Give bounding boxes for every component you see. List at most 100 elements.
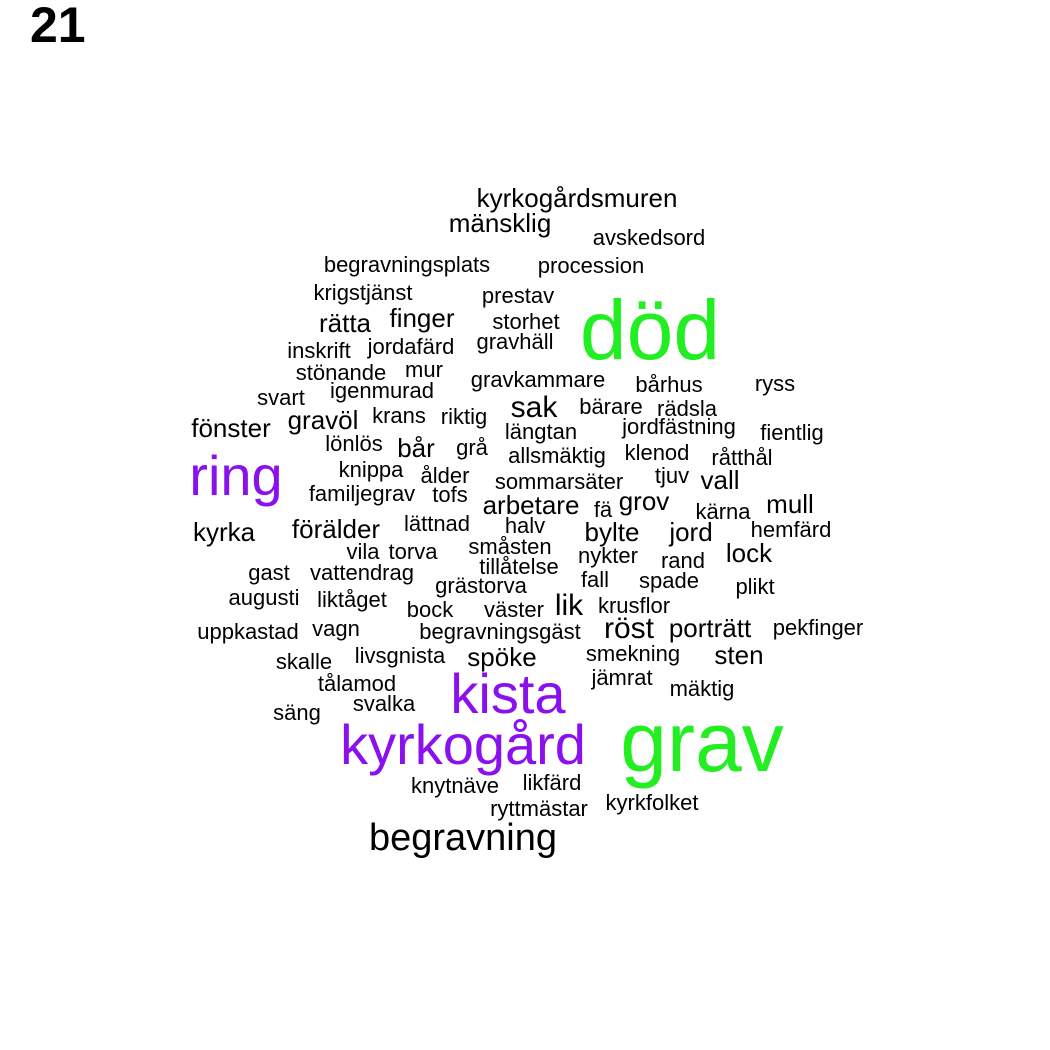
word-kyrkogardsmuren: kyrkogårdsmuren — [476, 183, 678, 213]
word-jordfastning: jordfästning — [622, 414, 736, 439]
word-uppkastad: uppkastad — [197, 619, 299, 644]
word-spade: spade — [639, 568, 699, 593]
word-vattendrag: vattendrag — [310, 560, 414, 585]
word-mansklig: mänsklig — [448, 208, 552, 238]
word-tillatelse: tillåtelse — [479, 554, 559, 579]
word-torva: torva — [388, 539, 438, 564]
word-riktig: riktig — [440, 404, 488, 429]
word-kyrkogard: kyrkogård — [340, 713, 586, 776]
word-sang: säng — [273, 700, 321, 725]
word-klenod: klenod — [624, 440, 690, 465]
word-procession: procession — [537, 253, 645, 278]
word-gra: grå — [456, 435, 488, 460]
word-halv: halv — [504, 513, 546, 538]
word-jord: jord — [669, 517, 713, 547]
word-ryss: ryss — [754, 371, 796, 396]
word-barare: bärare — [579, 394, 643, 419]
word-fa: fä — [593, 497, 613, 522]
word-jamrat: jämrat — [591, 665, 653, 690]
word-fonster: fönster — [191, 413, 271, 443]
word-begravningsgast: begravningsgäst — [419, 619, 581, 644]
word-ring: ring — [189, 444, 283, 507]
word-likfard: likfärd — [522, 770, 582, 795]
word-krigstjanst: krigstjänst — [313, 280, 413, 305]
word-lik: lik — [554, 589, 584, 622]
word-grov: grov — [618, 486, 670, 516]
word-gast: gast — [248, 560, 290, 585]
word-knytnave: knytnäve — [410, 773, 500, 798]
word-fall: fall — [580, 567, 610, 592]
word-kyrkfolket: kyrkfolket — [605, 790, 699, 815]
word-svalka: svalka — [352, 691, 416, 716]
word-rand: rand — [660, 548, 706, 573]
word-dod: död — [579, 283, 721, 377]
word-krusflor: krusflor — [597, 593, 671, 618]
word-mur: mur — [405, 357, 443, 382]
word-liktaget: liktåget — [317, 587, 387, 612]
word-begravningsplats: begravningsplats — [323, 252, 491, 277]
word-bock: bock — [406, 597, 454, 622]
word-tofs: tofs — [432, 482, 468, 507]
word-begravning: begravning — [368, 817, 558, 859]
word-radsla: rädsla — [657, 396, 717, 421]
word-grav: grav — [620, 695, 784, 789]
word-grastorva: grästorva — [435, 573, 527, 598]
word-inskrift: inskrift — [287, 338, 351, 363]
word-igenmurad: igenmurad — [330, 378, 434, 403]
word-mull: mull — [766, 489, 814, 519]
word-nykter: nykter — [578, 543, 638, 568]
word-vila: vila — [346, 539, 380, 564]
word-bylte: bylte — [584, 517, 640, 547]
word-avskedsord: avskedsord — [592, 225, 706, 250]
word-langtan: längtan — [504, 419, 578, 444]
word-krans: krans — [372, 403, 426, 428]
word-svart: svart — [257, 385, 305, 410]
word-kista: kista — [450, 662, 566, 725]
word-portratt: porträtt — [668, 613, 752, 643]
word-bar: bår — [397, 433, 435, 463]
word-ratta: rätta — [318, 308, 372, 338]
word-tjuv: tjuv — [654, 463, 690, 488]
word-allsmaktig: allsmäktig — [508, 443, 606, 468]
word-vaster: väster — [484, 597, 544, 622]
word-plikt: plikt — [735, 574, 775, 599]
word-spoke: spöke — [467, 642, 537, 672]
word-lonlos: lönlös — [325, 431, 383, 456]
word-storhet: storhet — [492, 309, 560, 334]
word-karna: kärna — [695, 499, 751, 524]
word-knippa: knippa — [338, 457, 404, 482]
word-hemfard: hemfärd — [750, 517, 832, 542]
word-stonande: stönande — [295, 360, 387, 385]
word-barhus: bårhus — [635, 372, 703, 397]
word-finger: finger — [389, 303, 455, 333]
word-sommarsater: sommarsäter — [494, 469, 624, 494]
word-livsgnista: livsgnista — [354, 643, 446, 668]
word-pekfinger: pekfinger — [772, 615, 864, 640]
word-sten: sten — [714, 640, 764, 670]
word-ryttmastar: ryttmästar — [490, 796, 588, 821]
word-prestav: prestav — [481, 283, 555, 308]
word-arbetare: arbetare — [482, 490, 580, 520]
word-talamod: tålamod — [317, 671, 397, 696]
word-lattnad: lättnad — [403, 511, 471, 536]
word-maktig: mäktig — [669, 676, 735, 701]
word-vall: vall — [700, 465, 740, 495]
word-jordafard: jordafärd — [367, 334, 455, 359]
word-smasten: småsten — [468, 534, 552, 559]
word-rost: röst — [603, 612, 655, 645]
word-gravhall: gravhäll — [476, 329, 554, 354]
word-gravkammare: gravkammare — [470, 367, 606, 392]
word-lock: lock — [725, 538, 773, 568]
page-number: 21 — [30, 0, 86, 53]
word-fientlig: fientlig — [760, 420, 824, 445]
word-foralder: förälder — [291, 514, 381, 544]
word-sak: sak — [510, 391, 558, 424]
word-skalle: skalle — [275, 649, 333, 674]
word-ratthal: råtthål — [711, 445, 773, 470]
word-gravol: gravöl — [287, 405, 359, 435]
word-augusti: augusti — [228, 585, 300, 610]
word-smekning: smekning — [585, 641, 681, 666]
word-kyrka: kyrka — [192, 517, 256, 547]
word-vagn: vagn — [312, 616, 360, 641]
